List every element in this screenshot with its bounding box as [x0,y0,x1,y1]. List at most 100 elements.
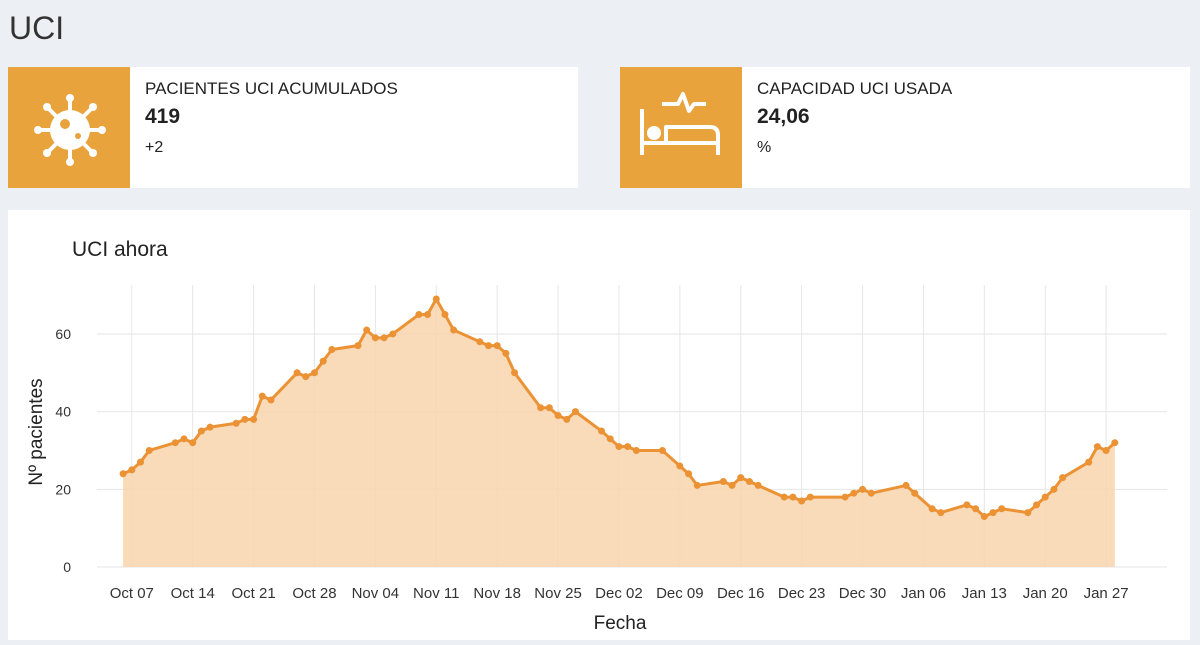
y-tick-label: 60 [55,326,71,342]
point [850,489,858,497]
x-axis-title: Fecha [594,613,647,634]
point [737,474,745,482]
point [441,311,449,319]
point [250,415,258,423]
point [1024,509,1032,517]
point [189,439,197,447]
point [432,295,440,303]
point [789,493,797,501]
y-tick-label: 0 [63,559,71,575]
point [1041,493,1049,501]
point [937,509,945,517]
area [123,298,1115,567]
point [502,349,510,357]
point [258,392,266,400]
point [476,338,484,346]
point [363,326,371,334]
point [171,439,179,447]
card-value: 419 [145,105,181,128]
point [719,478,727,486]
bed-icon [640,92,720,155]
x-tick-label: Dec 02 [595,585,643,602]
point [1093,443,1101,451]
x-tick-label: Jan 13 [962,585,1007,602]
icon-box [8,67,130,188]
point [806,493,814,501]
point [632,446,640,454]
point [841,493,849,501]
point [780,493,788,501]
x-tick-label: Nov 25 [534,585,582,602]
point [624,443,632,451]
point [606,435,614,443]
point [745,478,753,486]
x-tick-label: Nov 04 [352,585,400,602]
point [1102,446,1110,454]
x-tick-label: Jan 20 [1023,585,1068,602]
x-tick-label: Nov 11 [413,585,459,602]
y-tick-label: 20 [55,481,71,497]
point [119,470,127,478]
card-note: +2 [145,139,164,156]
point [554,412,562,420]
x-tick-label: Oct 28 [292,585,336,602]
point [293,369,301,377]
icon-box [620,67,742,188]
x-tick-label: Nov 18 [473,585,521,602]
point [267,396,275,404]
point [728,481,736,489]
point [598,427,606,435]
point [963,501,971,509]
point [928,505,936,513]
point [136,458,144,466]
stat-card: CAPACIDAD UCI USADA 24,06 % [620,67,1190,188]
chart: UCI ahora Fecha Nº pacientes 0 20 40 60 Oct … [26,238,1167,634]
point [354,342,362,350]
point [658,446,666,454]
point [911,489,919,497]
point [232,419,240,427]
point [859,485,867,493]
point [302,373,310,381]
point [615,443,623,451]
point [1059,474,1067,482]
page-title: UCI [9,10,65,46]
x-tick-label: Dec 23 [778,585,826,602]
point [685,470,693,478]
card-note: % [757,139,772,156]
point [424,311,432,319]
point [537,404,545,412]
y-axis-title: Nº pacientes [26,378,47,485]
virus-icon [34,94,106,166]
point [1033,501,1041,509]
x-tick-label: Dec 09 [656,585,704,602]
card-value: 24,06 [757,105,810,128]
point [380,334,388,342]
point [693,481,701,489]
point [676,462,684,470]
card-label: PACIENTES UCI ACUMULADOS [145,79,398,98]
chart-card: UCI ahora Fecha Nº pacientes 0 20 40 60 Oct … [8,210,1190,640]
point [563,415,571,423]
point [545,404,553,412]
point [128,466,136,474]
point [484,342,492,350]
point [206,423,214,431]
point [371,334,379,342]
point [980,513,988,521]
x-tick-label: Dec 30 [839,585,887,602]
point [571,408,579,416]
point [180,435,188,443]
point [902,481,910,489]
point [511,369,519,377]
x-tick-label: Oct 07 [110,585,154,602]
point [493,342,501,350]
point [989,509,997,517]
point [310,369,318,377]
point [328,345,336,353]
point [241,415,249,423]
point [450,326,458,334]
point [798,497,806,505]
point [389,330,397,338]
